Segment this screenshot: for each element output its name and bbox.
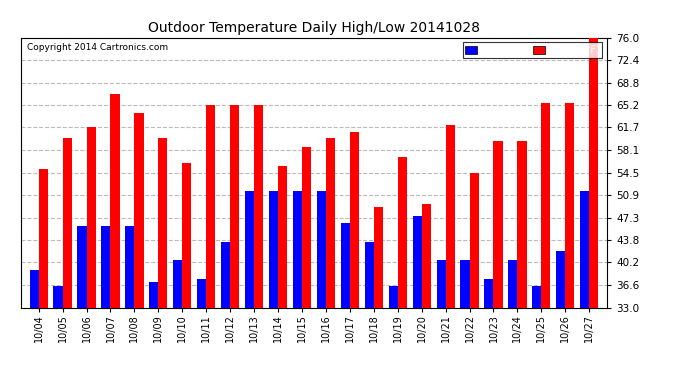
- Bar: [197, 279, 206, 308]
- Bar: [413, 216, 422, 308]
- Bar: [422, 204, 431, 308]
- Bar: [388, 285, 397, 308]
- Bar: [126, 226, 135, 308]
- Title: Outdoor Temperature Daily High/Low 20141028: Outdoor Temperature Daily High/Low 20141…: [148, 21, 480, 35]
- Bar: [302, 147, 311, 308]
- Bar: [341, 223, 350, 308]
- Bar: [39, 170, 48, 308]
- Legend: Low  (°F), High  (°F): Low (°F), High (°F): [462, 42, 602, 58]
- Bar: [437, 260, 446, 308]
- Bar: [110, 94, 119, 308]
- Bar: [221, 242, 230, 308]
- Bar: [460, 260, 470, 308]
- Bar: [173, 260, 182, 308]
- Bar: [556, 251, 565, 308]
- Bar: [269, 191, 278, 308]
- Bar: [470, 172, 479, 308]
- Bar: [532, 285, 542, 308]
- Bar: [374, 207, 383, 308]
- Bar: [54, 285, 63, 308]
- Bar: [509, 260, 518, 308]
- Bar: [206, 105, 215, 308]
- Bar: [542, 104, 551, 308]
- Bar: [350, 132, 359, 308]
- Bar: [493, 141, 502, 308]
- Bar: [245, 191, 254, 308]
- Bar: [77, 226, 86, 308]
- Bar: [135, 113, 144, 308]
- Bar: [101, 226, 110, 308]
- Bar: [149, 282, 158, 308]
- Bar: [158, 138, 168, 308]
- Bar: [182, 163, 191, 308]
- Bar: [446, 125, 455, 308]
- Bar: [397, 157, 407, 308]
- Bar: [365, 242, 374, 308]
- Bar: [565, 104, 574, 308]
- Bar: [589, 38, 598, 308]
- Bar: [30, 270, 39, 308]
- Bar: [317, 191, 326, 308]
- Bar: [518, 141, 526, 308]
- Bar: [254, 105, 263, 308]
- Bar: [278, 166, 287, 308]
- Bar: [580, 191, 589, 308]
- Bar: [86, 127, 96, 308]
- Bar: [63, 138, 72, 308]
- Bar: [484, 279, 493, 308]
- Text: Copyright 2014 Cartronics.com: Copyright 2014 Cartronics.com: [26, 43, 168, 52]
- Bar: [326, 138, 335, 308]
- Bar: [230, 105, 239, 308]
- Bar: [293, 191, 302, 308]
